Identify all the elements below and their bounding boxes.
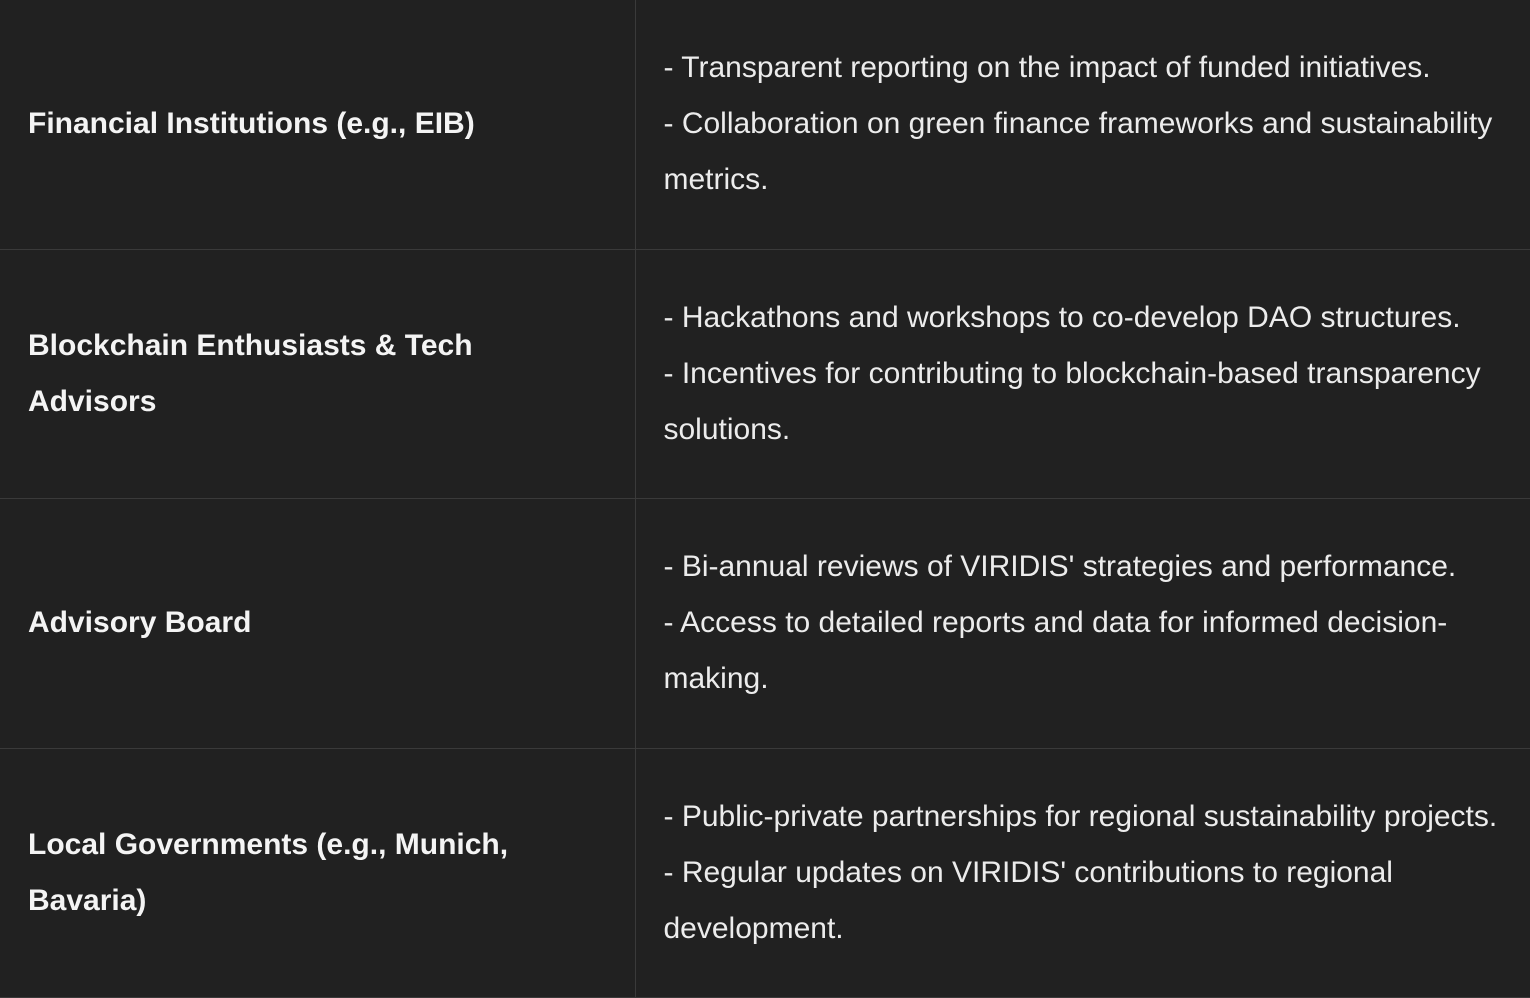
- engagement-point: - Transparent reporting on the impact of…: [663, 51, 1431, 85]
- table-row: Local Governments (e.g., Munich, Bavaria…: [0, 747, 1530, 998]
- engagement-point: - Public-private partnerships for region…: [663, 799, 1498, 833]
- engagement-cell: - Public-private partnerships for region…: [634, 747, 1530, 998]
- table-row: Blockchain Enthusiasts & Tech Advisors -…: [0, 248, 1530, 500]
- stakeholder-name: Local Governments (e.g., Munich, Bavaria…: [28, 827, 509, 917]
- engagement-point: - Bi-annual reviews of VIRIDIS' strategi…: [663, 550, 1457, 584]
- engagement-point: - Regular updates on VIRIDIS' contributi…: [663, 855, 1393, 945]
- stakeholder-name: Advisory Board: [28, 606, 252, 640]
- stakeholder-cell: Financial Institutions (e.g., EIB): [0, 0, 636, 250]
- stakeholder-cell: Local Governments (e.g., Munich, Bavaria…: [0, 747, 636, 998]
- stakeholder-cell: Advisory Board: [0, 498, 636, 749]
- engagement-point: - Hackathons and workshops to co-develop…: [663, 301, 1461, 335]
- stakeholder-cell: Blockchain Enthusiasts & Tech Advisors: [0, 248, 636, 500]
- table-row: Financial Institutions (e.g., EIB) - Tra…: [0, 0, 1530, 250]
- engagement-point: - Incentives for contributing to blockch…: [663, 357, 1481, 447]
- stakeholder-name: Financial Institutions (e.g., EIB): [28, 107, 475, 141]
- engagement-point: - Access to detailed reports and data fo…: [663, 606, 1448, 696]
- table-row: Advisory Board - Bi-annual reviews of VI…: [0, 498, 1530, 749]
- engagement-point: - Collaboration on green finance framewo…: [663, 107, 1493, 197]
- engagement-cell: - Transparent reporting on the impact of…: [634, 0, 1530, 250]
- engagement-cell: - Bi-annual reviews of VIRIDIS' strategi…: [634, 498, 1530, 749]
- stakeholder-name: Blockchain Enthusiasts & Tech Advisors: [28, 329, 473, 419]
- engagement-cell: - Hackathons and workshops to co-develop…: [634, 248, 1530, 500]
